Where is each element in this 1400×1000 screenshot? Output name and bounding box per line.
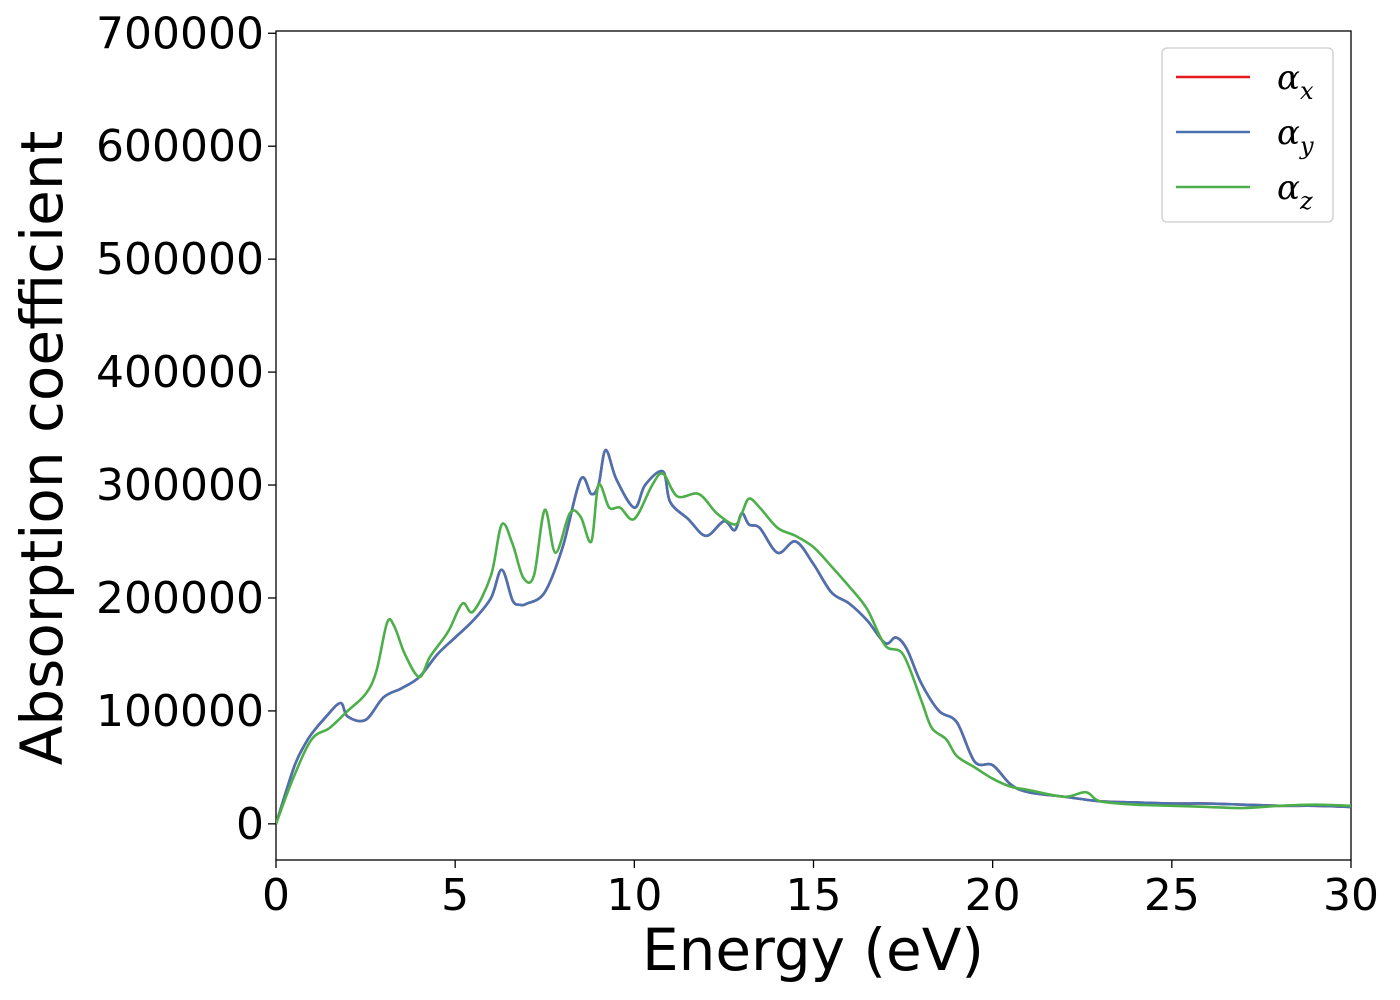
series-line-alpha-y <box>276 448 1351 825</box>
y-axis-label: Absorption coefficient <box>8 131 76 766</box>
x-tick-label: 25 <box>1144 870 1200 921</box>
series-group <box>276 448 1351 825</box>
y-tick-label: 700000 <box>96 8 264 59</box>
x-tick-label: 30 <box>1323 870 1379 921</box>
legend: αx αy αz <box>1161 47 1334 223</box>
x-tick-label: 15 <box>786 870 842 921</box>
y-tick-label: 300000 <box>96 460 264 511</box>
x-axis-label: Energy (eV) <box>642 916 984 984</box>
x-tick-label: 10 <box>606 870 662 921</box>
series-line-alpha-x <box>276 448 1351 825</box>
x-tick-label: 5 <box>441 870 469 921</box>
legend-label-alpha-y: αy <box>1277 113 1314 160</box>
x-tick-label: 0 <box>262 870 290 921</box>
y-tick-label: 200000 <box>96 573 264 624</box>
y-tick-label: 100000 <box>96 686 264 737</box>
y-tick-label: 600000 <box>96 121 264 172</box>
y-tick-label: 0 <box>236 799 264 850</box>
x-axis-ticks: 0 5 10 15 20 25 30 <box>262 860 1379 921</box>
x-tick-label: 20 <box>965 870 1021 921</box>
y-tick-label: 400000 <box>96 347 264 398</box>
legend-label-alpha-z: αz <box>1277 168 1313 215</box>
legend-label-alpha-x: αx <box>1277 58 1314 105</box>
y-tick-label: 500000 <box>96 234 264 285</box>
series-line-alpha-z <box>276 472 1351 825</box>
y-axis-ticks: 0 100000 200000 300000 400000 500000 600000 700… <box>96 8 276 850</box>
legend-box <box>1161 47 1334 223</box>
